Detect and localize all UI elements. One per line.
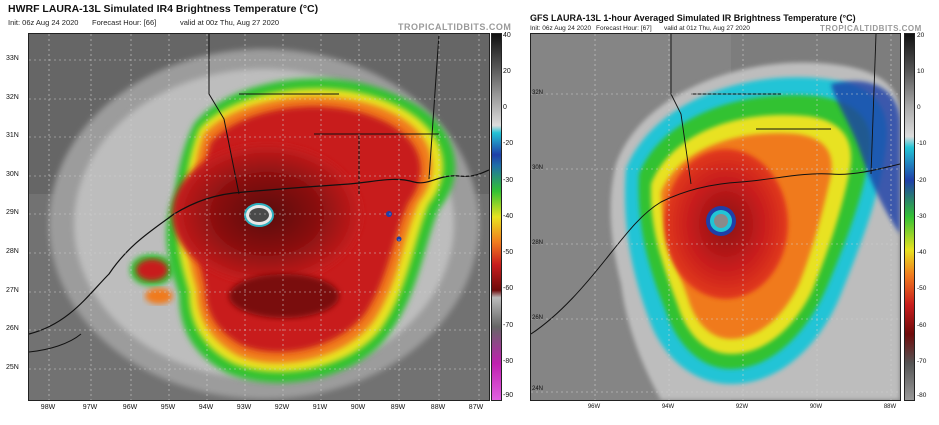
gfs-colorbar-tick: 20 <box>917 32 925 39</box>
gfs-title: GFS LAURA-13L 1-hour Averaged Simulated … <box>530 13 856 23</box>
gfs-colorbar-tick: -40 <box>917 249 927 256</box>
gfs-valid-time: valid at 01z Thu, Aug 27 2020 <box>664 25 750 32</box>
hwrf-colorbar-tick: -80 <box>503 358 514 365</box>
gfs-lon-label: 94W <box>661 404 675 410</box>
hwrf-colorbar-tick: 20 <box>503 68 511 75</box>
hwrf-colorbar-tick: -20 <box>503 140 514 147</box>
hwrf-lat-label: 28N <box>6 248 19 255</box>
hwrf-colorbar-tick: -60 <box>503 285 514 292</box>
gfs-lon-label: 96W <box>587 404 601 410</box>
gfs-colorbar-tick: -50 <box>917 285 927 292</box>
hwrf-lat-label: 33N <box>6 55 19 62</box>
hwrf-lon-label: 96W <box>122 404 138 411</box>
hwrf-lon-label: 97W <box>82 404 98 411</box>
gfs-colorbar <box>904 33 915 401</box>
hwrf-valid-time: valid at 00z Thu, Aug 27 2020 <box>180 18 280 27</box>
hwrf-brand: TROPICALTIDBITS.COM <box>398 22 512 32</box>
gfs-init: Init: 06z Aug 24 2020 <box>530 25 592 32</box>
gfs-colorbar-tick: -20 <box>917 177 927 184</box>
hwrf-colorbar-tick: 40 <box>503 32 511 39</box>
hwrf-lat-label: 31N <box>6 132 19 139</box>
hwrf-colorbar-tick: -50 <box>503 249 514 256</box>
hwrf-lon-label: 95W <box>160 404 176 411</box>
hwrf-colorbar-tick: -70 <box>503 322 514 329</box>
hwrf-lat-label: 32N <box>6 94 19 101</box>
gfs-colorbar-tick: 0 <box>917 104 921 111</box>
gfs-lat-label: 24N <box>532 386 544 392</box>
gfs-lon-label: 88W <box>883 404 897 410</box>
hwrf-panel: HWRF LAURA-13L Simulated IR4 Brightness … <box>6 3 514 411</box>
hwrf-colorbar-tick: -90 <box>503 392 514 399</box>
gfs-lat-label: 32N <box>532 90 544 96</box>
gfs-colorbar-tick: -10 <box>917 140 927 147</box>
hwrf-lon-label: 88W <box>430 404 446 411</box>
hwrf-forecast-hour: Forecast Hour: [66] <box>92 18 157 27</box>
gfs-lat-label: 28N <box>532 240 544 246</box>
gfs-satellite-map <box>530 33 901 401</box>
gfs-brand: TROPICALTIDBITS.COM <box>820 24 922 33</box>
gfs-lon-label: 92W <box>735 404 749 410</box>
hwrf-colorbar-tick: -30 <box>503 177 514 184</box>
hwrf-lat-label: 26N <box>6 325 19 332</box>
gfs-colorbar-tick: 10 <box>917 68 925 75</box>
gfs-lon-label: 90W <box>809 404 823 410</box>
hwrf-colorbar-tick: -40 <box>503 213 514 220</box>
gfs-panel: GFS LAURA-13L 1-hour Averaged Simulated … <box>528 0 939 425</box>
hwrf-colorbar <box>491 33 502 401</box>
hwrf-lon-label: 89W <box>390 404 406 411</box>
hwrf-title: HWRF LAURA-13L Simulated IR4 Brightness … <box>8 3 319 15</box>
hwrf-lon-label: 93W <box>236 404 252 411</box>
hwrf-lon-label: 90W <box>350 404 366 411</box>
gfs-forecast-hour: Forecast Hour: [67] <box>596 25 652 32</box>
hwrf-init: Init: 06z Aug 24 2020 <box>8 18 79 27</box>
hwrf-lat-label: 29N <box>6 209 19 216</box>
hwrf-lon-label: 98W <box>40 404 56 411</box>
hwrf-lat-label: 27N <box>6 287 19 294</box>
hwrf-map-canvas <box>29 34 489 400</box>
gfs-colorbar-tick: -70 <box>917 358 927 365</box>
gfs-colorbar-tick: -60 <box>917 322 927 329</box>
hwrf-lon-label: 91W <box>312 404 328 411</box>
hwrf-lat-label: 25N <box>6 364 19 371</box>
hwrf-lon-label: 94W <box>198 404 214 411</box>
hwrf-lon-label: 92W <box>274 404 290 411</box>
gfs-colorbar-tick: -80 <box>917 392 927 399</box>
hwrf-lon-label: 87W <box>468 404 484 411</box>
gfs-map-canvas <box>531 34 900 400</box>
gfs-lat-label: 26N <box>532 315 544 321</box>
gfs-lat-label: 30N <box>532 165 544 171</box>
hwrf-colorbar-tick: 0 <box>503 104 507 111</box>
hwrf-lat-label: 30N <box>6 171 19 178</box>
gfs-colorbar-tick: -30 <box>917 213 927 220</box>
hwrf-satellite-map <box>28 33 490 401</box>
